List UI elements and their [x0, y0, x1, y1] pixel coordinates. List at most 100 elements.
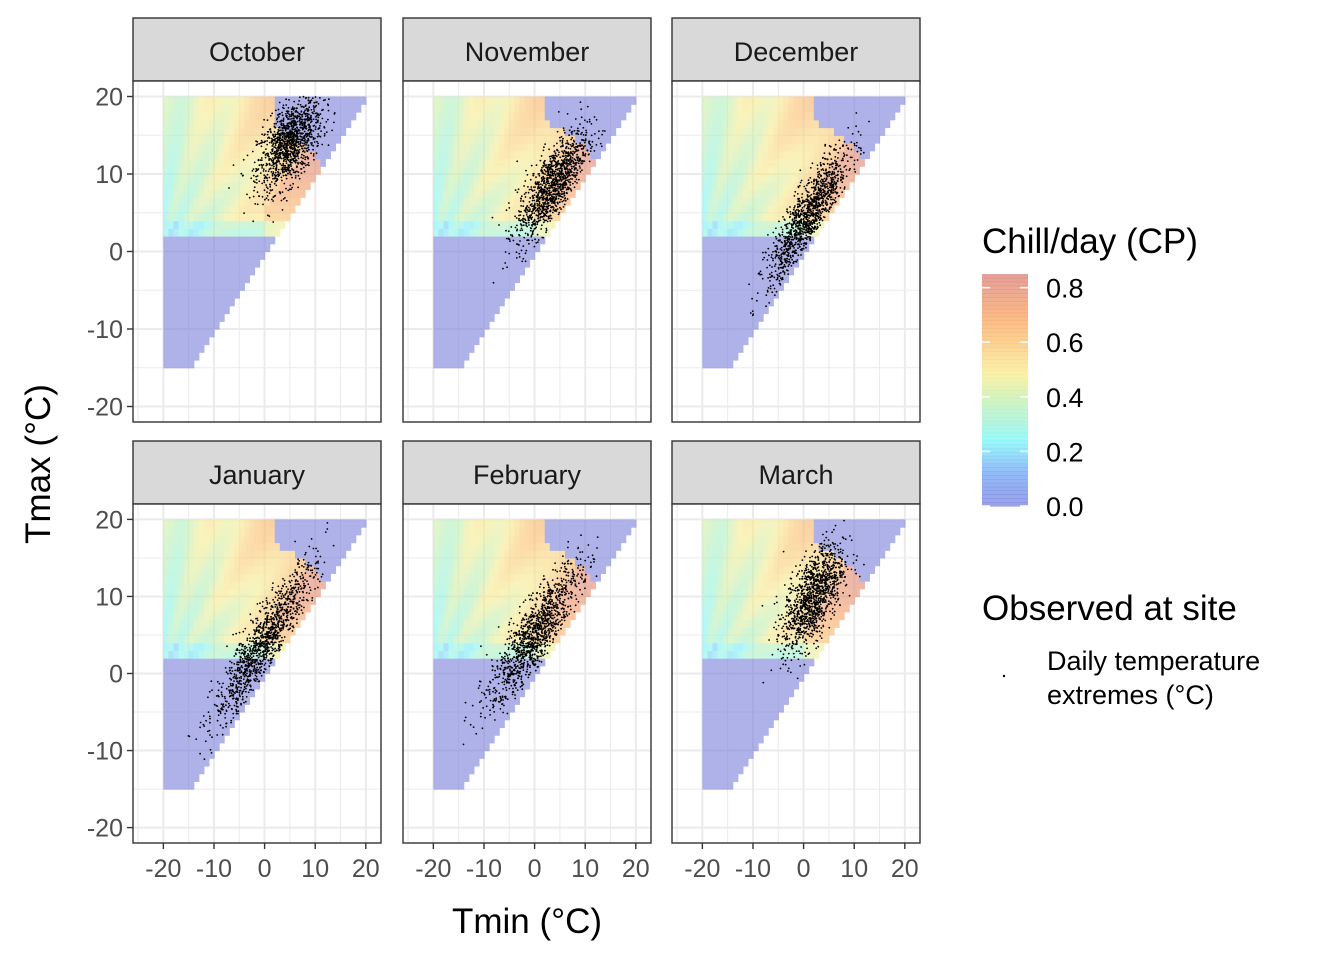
- observed-point: [571, 137, 574, 139]
- heatmap-tile: [305, 174, 311, 183]
- heatmap-tile: [722, 127, 729, 136]
- observed-point: [532, 220, 535, 223]
- observed-point: [277, 168, 280, 171]
- heatmap-tile: [732, 344, 739, 353]
- heatmap-tile: [264, 228, 271, 237]
- heatmap-tile: [483, 290, 490, 299]
- heatmap-tile: [509, 96, 515, 105]
- heatmap-tile: [448, 189, 455, 198]
- heatmap-tile: [178, 143, 185, 152]
- observed-point: [557, 197, 560, 200]
- heatmap-tile: [259, 205, 266, 214]
- heatmap-tile: [747, 282, 754, 291]
- heatmap-tile: [183, 158, 190, 167]
- observed-point: [538, 206, 540, 209]
- heatmap-tile: [213, 143, 220, 152]
- heatmap-tile: [448, 298, 455, 307]
- observed-point: [316, 140, 318, 143]
- heatmap-tile: [168, 150, 175, 160]
- observed-point: [560, 208, 562, 211]
- heatmap-tile: [453, 298, 460, 307]
- observed-point: [290, 156, 292, 158]
- heatmap-tile: [458, 228, 465, 237]
- heatmap-tile: [438, 282, 445, 291]
- observed-point: [556, 201, 559, 204]
- heatmap-tile: [198, 189, 205, 198]
- heatmap-tile: [585, 104, 591, 113]
- observed-point: [551, 160, 554, 162]
- heatmap-tile: [833, 127, 840, 136]
- heatmap-tile: [458, 135, 465, 144]
- heatmap-tile: [193, 329, 200, 338]
- heatmap-tile: [783, 228, 790, 237]
- heatmap-tile: [453, 228, 460, 237]
- heatmap-tile: [453, 166, 460, 175]
- observed-point: [575, 174, 578, 177]
- heatmap-tile: [244, 119, 251, 129]
- observed-point: [287, 112, 289, 115]
- heatmap-tile: [768, 236, 774, 245]
- heatmap-tile: [433, 236, 440, 245]
- observed-point: [263, 181, 266, 184]
- heatmap-tile: [554, 112, 561, 121]
- observed-point: [259, 159, 262, 162]
- heatmap-tile: [193, 181, 200, 191]
- heatmap-tile: [702, 150, 709, 160]
- observed-point: [293, 139, 296, 142]
- observed-point: [310, 108, 313, 111]
- heatmap-tile: [859, 112, 865, 121]
- heatmap-tile: [433, 336, 440, 346]
- heatmap-tile: [448, 197, 455, 206]
- observed-point: [546, 174, 548, 177]
- heatmap-tile: [463, 174, 470, 183]
- observed-point: [581, 131, 583, 134]
- heatmap-tile: [722, 360, 729, 369]
- heatmap-tile: [198, 267, 205, 276]
- facet-strip: [132, 17, 382, 82]
- heatmap-tile: [768, 290, 774, 299]
- observed-point: [272, 167, 275, 170]
- observed-point: [577, 162, 580, 165]
- heatmap-tile: [752, 274, 759, 284]
- heatmap-tile: [763, 243, 769, 253]
- heatmap-tile: [305, 166, 311, 175]
- heatmap-tile: [254, 251, 261, 260]
- observed-point: [279, 152, 282, 154]
- heatmap-tile: [833, 96, 840, 105]
- heatmap-tile: [813, 174, 820, 183]
- heatmap-tile: [188, 267, 195, 276]
- observed-point: [552, 207, 555, 209]
- heatmap-tile: [239, 166, 245, 175]
- observed-point: [282, 164, 285, 167]
- heatmap-tile: [294, 174, 301, 183]
- heatmap-tile: [193, 305, 200, 315]
- heatmap-tile: [443, 181, 450, 191]
- observed-point: [556, 208, 559, 210]
- heatmap-tile: [768, 205, 774, 214]
- observed-point: [321, 117, 324, 120]
- heatmap-tile: [463, 336, 470, 346]
- heatmap-tile: [448, 321, 455, 330]
- observed-point: [559, 206, 561, 209]
- observed-point: [556, 149, 558, 152]
- heatmap-tile: [499, 127, 505, 136]
- heatmap-tile: [468, 189, 475, 198]
- observed-point: [301, 147, 303, 150]
- heatmap-tile: [198, 96, 205, 105]
- heatmap-tile: [483, 197, 490, 206]
- heatmap-tile: [468, 205, 475, 214]
- heatmap-tile: [752, 267, 759, 276]
- observed-point: [290, 115, 293, 117]
- heatmap-tile: [203, 135, 210, 144]
- heatmap-tile: [244, 127, 251, 136]
- heatmap-tile: [727, 96, 734, 105]
- observed-point: [272, 163, 275, 166]
- heatmap-tile: [732, 321, 739, 330]
- heatmap-tile: [798, 112, 805, 121]
- observed-point: [524, 232, 527, 235]
- heatmap-tile: [163, 166, 170, 175]
- heatmap-tile: [813, 135, 820, 144]
- heatmap-tile: [737, 305, 744, 315]
- observed-point: [546, 188, 549, 191]
- heatmap-tile: [839, 135, 845, 144]
